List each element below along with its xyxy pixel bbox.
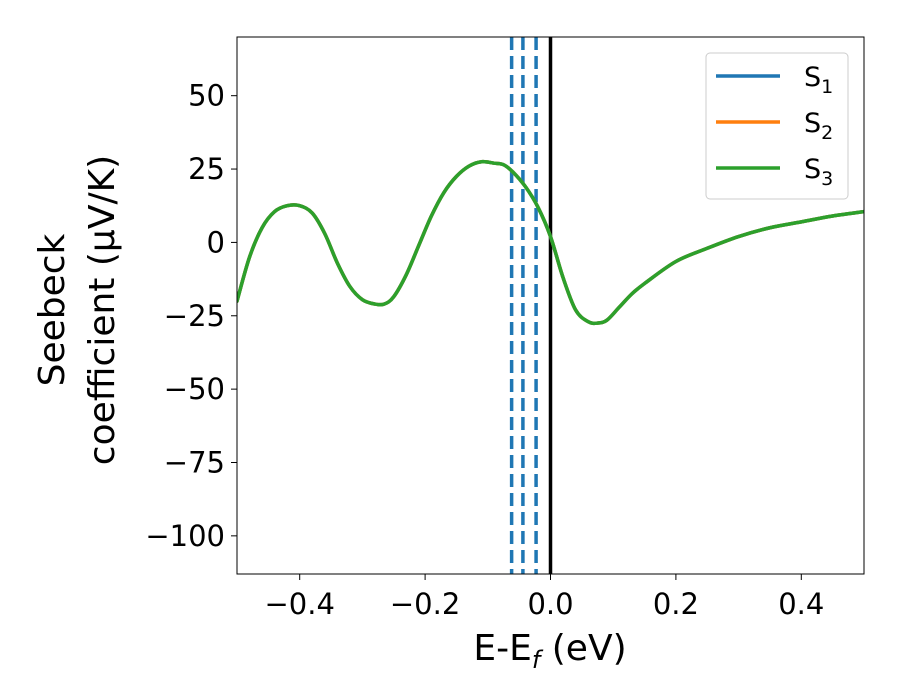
x-tick-label: 0.2 xyxy=(653,587,699,621)
x-tick-label: 0.0 xyxy=(527,587,573,621)
x-tick-label: 0.4 xyxy=(778,587,824,621)
y-tick-label: 0 xyxy=(207,225,225,259)
x-tick-label: −0.4 xyxy=(264,587,334,621)
y-tick-label: −75 xyxy=(164,445,225,479)
y-tick-label: −25 xyxy=(164,299,225,333)
legend-box xyxy=(705,52,849,200)
x-tick-label: −0.2 xyxy=(390,587,460,621)
series-line-s3 xyxy=(237,159,864,326)
legend-label-s3: S3 xyxy=(804,154,833,190)
y-axis-title-line-1: Seebeck xyxy=(32,233,73,386)
y-axis-title-line-2: coefficient (μV/K) xyxy=(82,155,123,465)
legend-label-s1: S1 xyxy=(804,62,833,98)
y-tick-label: −100 xyxy=(145,519,225,553)
y-tick-label: 25 xyxy=(188,152,225,186)
y-tick-label: 50 xyxy=(188,79,225,113)
x-axis-title: E-Ef (eV) xyxy=(473,628,626,674)
legend: S1 S2 S3 xyxy=(705,52,849,200)
y-tick-label: −50 xyxy=(164,372,225,406)
legend-label-s2: S2 xyxy=(804,108,833,144)
